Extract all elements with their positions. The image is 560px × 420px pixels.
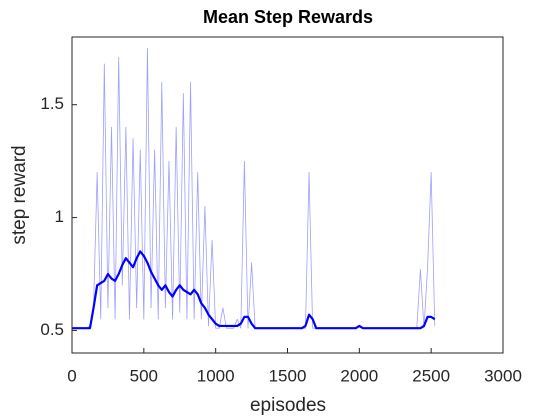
x-tick-label: 3000 [484, 366, 522, 385]
x-tick-label: 1500 [269, 366, 307, 385]
x-tick-label: 1000 [197, 366, 235, 385]
x-tick-label: 0 [67, 366, 76, 385]
y-tick-label: 0.5 [40, 320, 64, 339]
chart-title: Mean Step Rewards [203, 7, 373, 27]
x-tick-label: 500 [130, 366, 158, 385]
x-tick-label: 2500 [412, 366, 450, 385]
x-axis-label: episodes [250, 395, 326, 416]
y-axis-label: step reward [9, 145, 30, 244]
y-tick-label: 1.5 [40, 94, 64, 113]
smoothed-line [72, 250, 436, 330]
y-tick-label: 1 [55, 207, 64, 226]
x-tick-label: 2000 [340, 366, 378, 385]
